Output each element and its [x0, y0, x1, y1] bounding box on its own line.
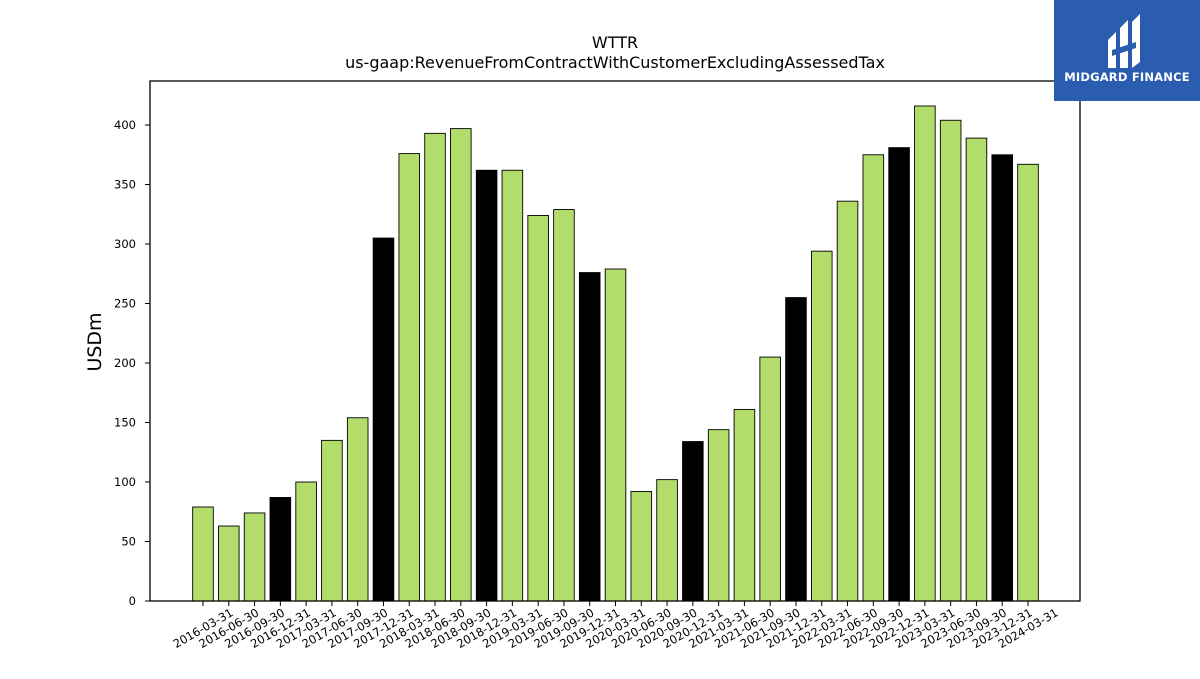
- bar-2018-12-31: [475, 169, 498, 602]
- bar-2021-06-30: [733, 408, 756, 602]
- bar-2017-06-30: [321, 439, 343, 602]
- bar-2022-12-31: [888, 147, 910, 602]
- bar-2019-12-31: [578, 272, 601, 602]
- bar-2023-03-31: [914, 105, 936, 602]
- bar-2021-12-31: [785, 297, 807, 602]
- bar-2021-09-30: [759, 356, 781, 602]
- bar-2020-09-30: [656, 479, 678, 602]
- y-axis-label: USDm: [84, 312, 106, 371]
- chart-title: WTTR: [592, 33, 638, 52]
- bar-2016-03-31: [192, 506, 214, 602]
- bar-2016-09-30: [243, 512, 266, 602]
- bar-2023-09-30: [965, 137, 988, 602]
- bar-2022-09-30: [862, 154, 885, 602]
- y-tick-label: 0: [129, 594, 136, 608]
- plot-frame: [149, 80, 1081, 602]
- bar-2017-12-31: [372, 237, 395, 602]
- bar-2019-03-31: [501, 169, 524, 602]
- bar-2018-09-30: [450, 128, 472, 602]
- y-tick-label: 150: [114, 416, 136, 430]
- midgard-logo-icon: [1108, 14, 1140, 68]
- brand-logo: MIDGARD FINANCE: [1054, 0, 1200, 101]
- bar-2018-03-31: [398, 153, 421, 602]
- bar-2022-03-31: [810, 250, 833, 602]
- bar-2020-06-30: [630, 491, 653, 602]
- bar-2020-12-31: [682, 441, 704, 602]
- bar-2023-12-31: [991, 154, 1013, 602]
- bar-2016-06-30: [218, 525, 240, 602]
- y-tick-label: 350: [114, 178, 136, 192]
- bar-2019-06-30: [527, 215, 549, 602]
- y-tick-label: 250: [114, 297, 136, 311]
- bar-2020-03-31: [604, 268, 627, 602]
- brand-name: MIDGARD FINANCE: [1064, 70, 1190, 84]
- bar-2018-06-30: [424, 132, 446, 602]
- bar-2017-03-31: [295, 481, 317, 602]
- bar-2024-03-31: [1017, 163, 1039, 602]
- chart-subtitle: us-gaap:RevenueFromContractWithCustomerE…: [345, 53, 885, 72]
- y-tick-label: 100: [114, 475, 136, 489]
- bar-2017-09-30: [346, 417, 369, 602]
- y-tick-label: 200: [114, 356, 136, 370]
- bar-2022-06-30: [836, 200, 859, 602]
- bar-2023-06-30: [939, 119, 962, 602]
- bar-2016-12-31: [269, 497, 292, 602]
- bar-2019-09-30: [553, 209, 575, 602]
- y-tick-label: 50: [121, 535, 136, 549]
- y-tick-label: 400: [114, 118, 136, 132]
- bar-2021-03-31: [707, 429, 730, 602]
- y-tick-label: 300: [114, 237, 136, 251]
